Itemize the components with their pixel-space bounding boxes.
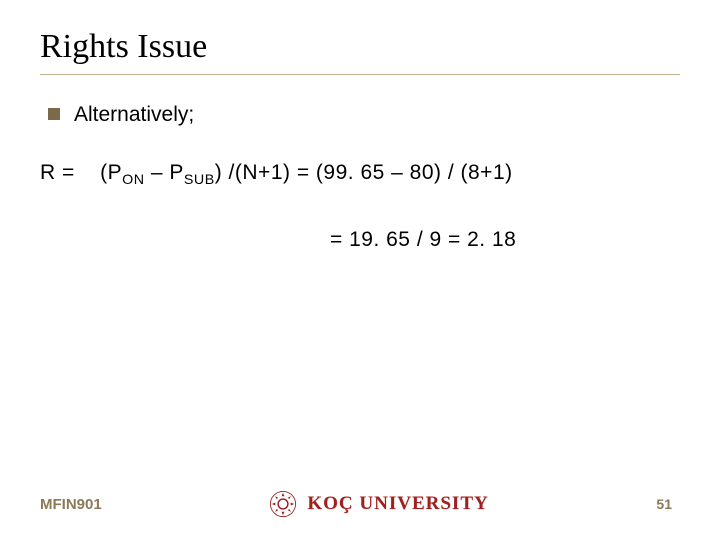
course-code: MFIN901: [40, 496, 102, 513]
slide-title: Rights Issue: [40, 28, 680, 75]
formula-mid1: – P: [145, 161, 184, 184]
university-logo: KOÇ UNIVERSITY: [102, 490, 657, 518]
formula-sub-sub: SUB: [184, 172, 215, 188]
formula-p1: (P: [100, 161, 122, 184]
bullet-item: Alternatively;: [40, 103, 680, 127]
footer: MFIN901 KOÇ UNIVERSITY 51: [0, 486, 720, 522]
formula-line-1: R = (PON – PSUB) /(N+1) = (99. 65 – 80) …: [40, 161, 680, 188]
formula-mid2: ) /(N+1) = (99. 65 – 80) / (8+1): [215, 161, 513, 184]
square-bullet-icon: [48, 108, 60, 120]
bullet-text: Alternatively;: [74, 103, 194, 127]
formula-sub-on: ON: [122, 172, 144, 188]
seal-icon: [269, 490, 297, 518]
university-name: KOÇ UNIVERSITY: [307, 493, 488, 515]
page-number: 51: [656, 496, 672, 512]
formula-line-2: = 19. 65 / 9 = 2. 18: [40, 228, 680, 252]
slide: Rights Issue Alternatively; R = (PON – P…: [0, 0, 720, 540]
formula-r: R =: [40, 161, 75, 184]
